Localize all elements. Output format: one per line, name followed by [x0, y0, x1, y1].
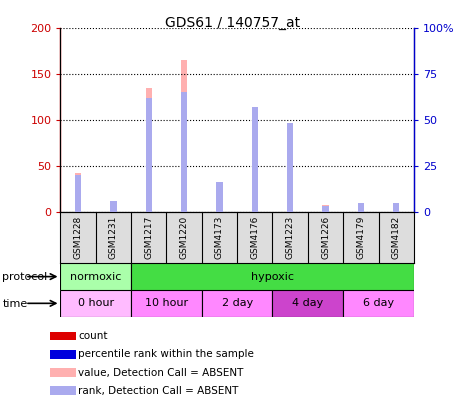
Bar	[322, 206, 329, 212]
Text: GSM1226: GSM1226	[321, 216, 330, 259]
Text: GDS61 / 140757_at: GDS61 / 140757_at	[165, 16, 300, 30]
Text: GSM1231: GSM1231	[109, 216, 118, 259]
Bar	[181, 92, 187, 212]
Text: normoxic: normoxic	[70, 272, 121, 282]
Text: GSM4176: GSM4176	[250, 216, 259, 259]
Text: 6 day: 6 day	[363, 298, 394, 308]
Bar	[202, 290, 272, 317]
Bar	[216, 184, 223, 212]
Text: GSM4173: GSM4173	[215, 216, 224, 259]
Text: value, Detection Call = ABSENT: value, Detection Call = ABSENT	[78, 367, 244, 377]
Text: 10 hour: 10 hour	[145, 298, 188, 308]
Bar	[131, 290, 202, 317]
Bar	[322, 206, 329, 212]
Text: protocol: protocol	[2, 272, 47, 282]
Bar	[393, 204, 399, 212]
Text: GSM1228: GSM1228	[73, 216, 83, 259]
Text: count: count	[78, 331, 108, 341]
Bar	[393, 203, 399, 212]
Bar	[50, 350, 76, 359]
Bar	[75, 175, 81, 212]
Text: 2 day: 2 day	[221, 298, 253, 308]
Bar	[358, 203, 364, 212]
Text: GSM1223: GSM1223	[286, 216, 295, 259]
Text: GSM4182: GSM4182	[392, 216, 401, 259]
Bar	[343, 290, 414, 317]
Text: GSM1217: GSM1217	[144, 216, 153, 259]
Bar	[252, 107, 258, 212]
Bar	[146, 98, 152, 212]
Bar	[60, 290, 131, 317]
Bar	[110, 202, 117, 212]
Text: GSM4179: GSM4179	[356, 216, 365, 259]
Bar	[252, 113, 258, 212]
Bar	[181, 60, 187, 212]
Bar	[50, 386, 76, 395]
Text: 4 day: 4 day	[292, 298, 324, 308]
Bar	[358, 204, 364, 212]
Bar	[60, 263, 131, 290]
Text: hypoxic: hypoxic	[251, 272, 294, 282]
Bar	[110, 201, 117, 212]
Bar	[146, 88, 152, 212]
Bar	[287, 124, 293, 212]
Text: time: time	[2, 299, 27, 309]
Bar	[287, 125, 293, 212]
Text: 0 hour: 0 hour	[78, 298, 114, 308]
Text: GSM1220: GSM1220	[179, 216, 189, 259]
Bar	[75, 173, 81, 212]
Bar	[50, 368, 76, 377]
Text: rank, Detection Call = ABSENT: rank, Detection Call = ABSENT	[78, 386, 239, 396]
Bar	[216, 183, 223, 212]
Text: percentile rank within the sample: percentile rank within the sample	[78, 349, 254, 359]
Bar	[50, 331, 76, 340]
Bar	[272, 290, 343, 317]
Bar	[131, 263, 414, 290]
